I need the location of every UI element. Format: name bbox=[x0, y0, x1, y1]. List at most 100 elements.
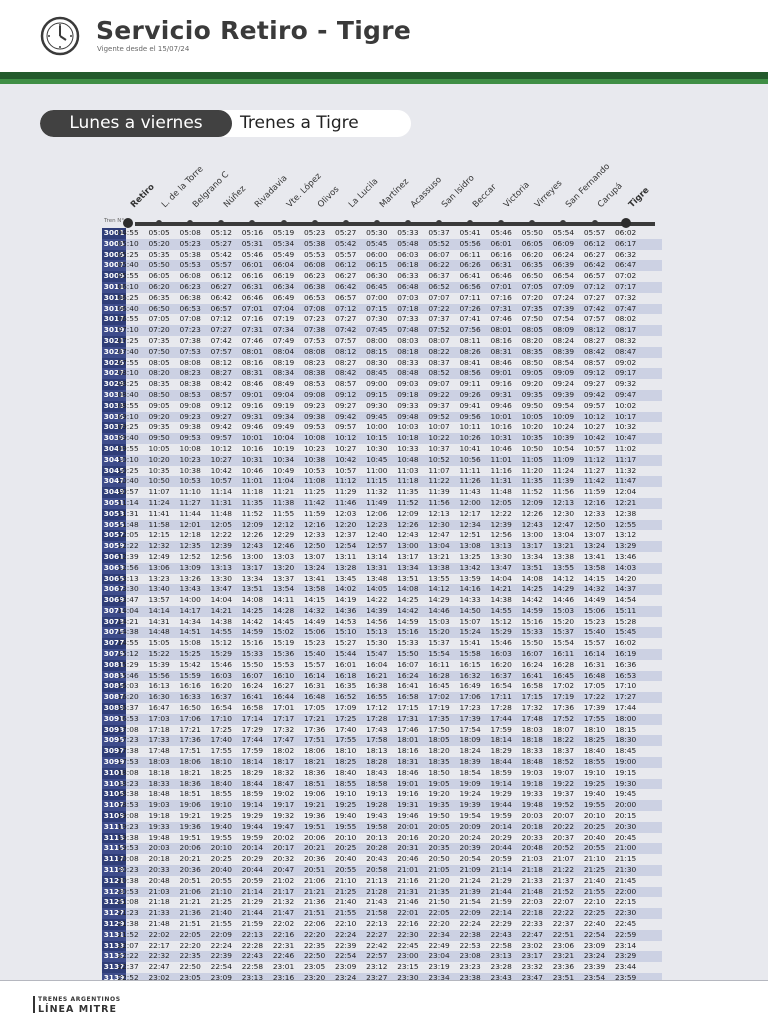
departure-time: 11:05 bbox=[521, 454, 543, 464]
departure-time: 10:56 bbox=[459, 454, 481, 464]
departure-time: 08:57 bbox=[335, 379, 357, 389]
departure-time: 06:23 bbox=[303, 271, 326, 281]
departure-time: 08:53 bbox=[303, 379, 326, 389]
tab-days[interactable]: Lunes a viernes bbox=[40, 110, 232, 137]
departure-time: 08:08 bbox=[303, 346, 326, 356]
departure-time: 08:46 bbox=[490, 357, 512, 367]
departure-time: 18:47 bbox=[272, 778, 295, 788]
departure-time: 18:23 bbox=[117, 778, 139, 788]
departure-time: 15:40 bbox=[303, 649, 326, 659]
departure-time: 13:51 bbox=[241, 584, 264, 594]
departure-time: 11:31 bbox=[490, 476, 512, 486]
departure-time: 11:48 bbox=[210, 508, 232, 518]
departure-time: 18:28 bbox=[366, 757, 388, 767]
departure-time: 12:22 bbox=[210, 530, 232, 540]
departure-time: 10:11 bbox=[459, 422, 481, 432]
departure-time: 17:36 bbox=[552, 703, 575, 713]
train-number: 3009 bbox=[102, 271, 126, 282]
departure-time: 10:57 bbox=[335, 465, 357, 475]
departure-time: 18:51 bbox=[179, 789, 201, 799]
departure-time: 23:21 bbox=[552, 951, 575, 961]
table-row: 3039 09:40 09:50 09:53 09:57 10:01 10:04 10:08 1… bbox=[102, 433, 662, 444]
departure-time: 12:29 bbox=[272, 530, 295, 540]
departure-time: 19:29 bbox=[241, 811, 264, 821]
departure-time: 18:03 bbox=[521, 724, 543, 734]
departure-time: 21:24 bbox=[459, 875, 481, 885]
departure-time: 15:07 bbox=[459, 616, 481, 626]
departure-time: 11:09 bbox=[552, 454, 575, 464]
departure-time: 07:10 bbox=[117, 325, 139, 335]
departure-time: 07:05 bbox=[148, 314, 170, 324]
departure-time: 05:46 bbox=[241, 249, 264, 259]
departure-time: 17:54 bbox=[459, 724, 481, 734]
departure-time: 07:22 bbox=[428, 303, 450, 313]
departure-time: 14:38 bbox=[117, 627, 139, 637]
departure-time: 12:22 bbox=[490, 508, 512, 518]
departure-time: 10:15 bbox=[366, 433, 388, 443]
departure-time: 09:53 bbox=[303, 422, 326, 432]
train-number: 3081 bbox=[102, 659, 126, 671]
departure-time: 17:40 bbox=[335, 724, 357, 734]
train-number: 3125 bbox=[102, 897, 126, 909]
departure-time: 18:33 bbox=[148, 778, 170, 788]
departure-time: 08:11 bbox=[459, 335, 481, 345]
departure-time: 11:42 bbox=[583, 476, 606, 486]
departure-time: 10:48 bbox=[397, 454, 419, 464]
departure-time: 13:51 bbox=[521, 562, 543, 572]
departure-time: 17:05 bbox=[303, 703, 326, 713]
departure-time: 17:15 bbox=[521, 692, 543, 702]
departure-time: 16:02 bbox=[614, 638, 637, 648]
departure-time: 06:04 bbox=[272, 260, 295, 270]
departure-time: 09:37 bbox=[428, 400, 450, 410]
departure-time: 09:01 bbox=[241, 389, 264, 399]
departure-time: 19:52 bbox=[552, 800, 575, 810]
departure-time: 08:35 bbox=[521, 346, 543, 356]
departure-time: 15:57 bbox=[583, 638, 606, 648]
departure-time: 21:59 bbox=[241, 919, 264, 928]
departure-time: 13:17 bbox=[241, 562, 264, 572]
departure-time: 07:46 bbox=[241, 335, 264, 345]
departure-time: 12:12 bbox=[272, 519, 295, 529]
train-number: 3019 bbox=[102, 325, 126, 336]
departure-time: 19:59 bbox=[490, 811, 512, 821]
departure-time: 07:12 bbox=[335, 303, 357, 313]
departure-time: 13:21 bbox=[428, 551, 450, 561]
departure-time: 05:37 bbox=[428, 228, 450, 237]
departure-time: 11:48 bbox=[490, 487, 512, 497]
departure-time: 06:33 bbox=[397, 271, 419, 281]
departure-time: 17:39 bbox=[459, 713, 481, 723]
departure-time: 06:19 bbox=[272, 271, 295, 281]
departure-time: 18:48 bbox=[521, 757, 543, 767]
departure-time: 09:23 bbox=[179, 411, 201, 421]
header: Servicio Retiro - Tigre Vigente desde el… bbox=[0, 0, 768, 72]
departure-time: 12:43 bbox=[241, 541, 264, 551]
departure-time: 06:42 bbox=[583, 260, 606, 270]
station-dot bbox=[342, 220, 349, 226]
departure-time: 15:06 bbox=[583, 605, 606, 615]
departure-time: 19:44 bbox=[490, 800, 512, 810]
departure-time: 22:29 bbox=[490, 919, 512, 928]
departure-time: 17:21 bbox=[303, 713, 326, 723]
departure-time: 10:26 bbox=[459, 433, 481, 443]
table-row: 3005 05:25 05:35 05:38 05:42 05:46 05:49 05:53 0… bbox=[102, 249, 662, 261]
tab-direction[interactable]: Trenes a Tigre bbox=[240, 113, 359, 133]
departure-time: 10:27 bbox=[210, 454, 232, 464]
departure-time: 15:12 bbox=[490, 616, 512, 626]
departure-time: 07:57 bbox=[335, 335, 357, 345]
departure-time: 22:37 bbox=[552, 919, 575, 928]
departure-time: 07:23 bbox=[303, 314, 326, 324]
departure-time: 09:41 bbox=[459, 400, 481, 410]
departure-time: 18:32 bbox=[272, 767, 295, 777]
departure-time: 14:15 bbox=[583, 573, 606, 583]
departure-time: 13:29 bbox=[614, 541, 637, 551]
departure-time: 20:09 bbox=[459, 821, 481, 831]
departure-time: 06:45 bbox=[366, 281, 388, 291]
departure-time: 06:12 bbox=[210, 271, 232, 281]
departure-time: 21:10 bbox=[583, 854, 606, 864]
departure-time: 22:58 bbox=[241, 962, 264, 972]
departure-time: 20:36 bbox=[179, 865, 201, 875]
departure-time: 14:11 bbox=[272, 595, 295, 605]
departure-time: 21:59 bbox=[490, 897, 512, 907]
departure-time: 14:31 bbox=[148, 616, 170, 626]
departure-time: 22:38 bbox=[459, 929, 481, 939]
